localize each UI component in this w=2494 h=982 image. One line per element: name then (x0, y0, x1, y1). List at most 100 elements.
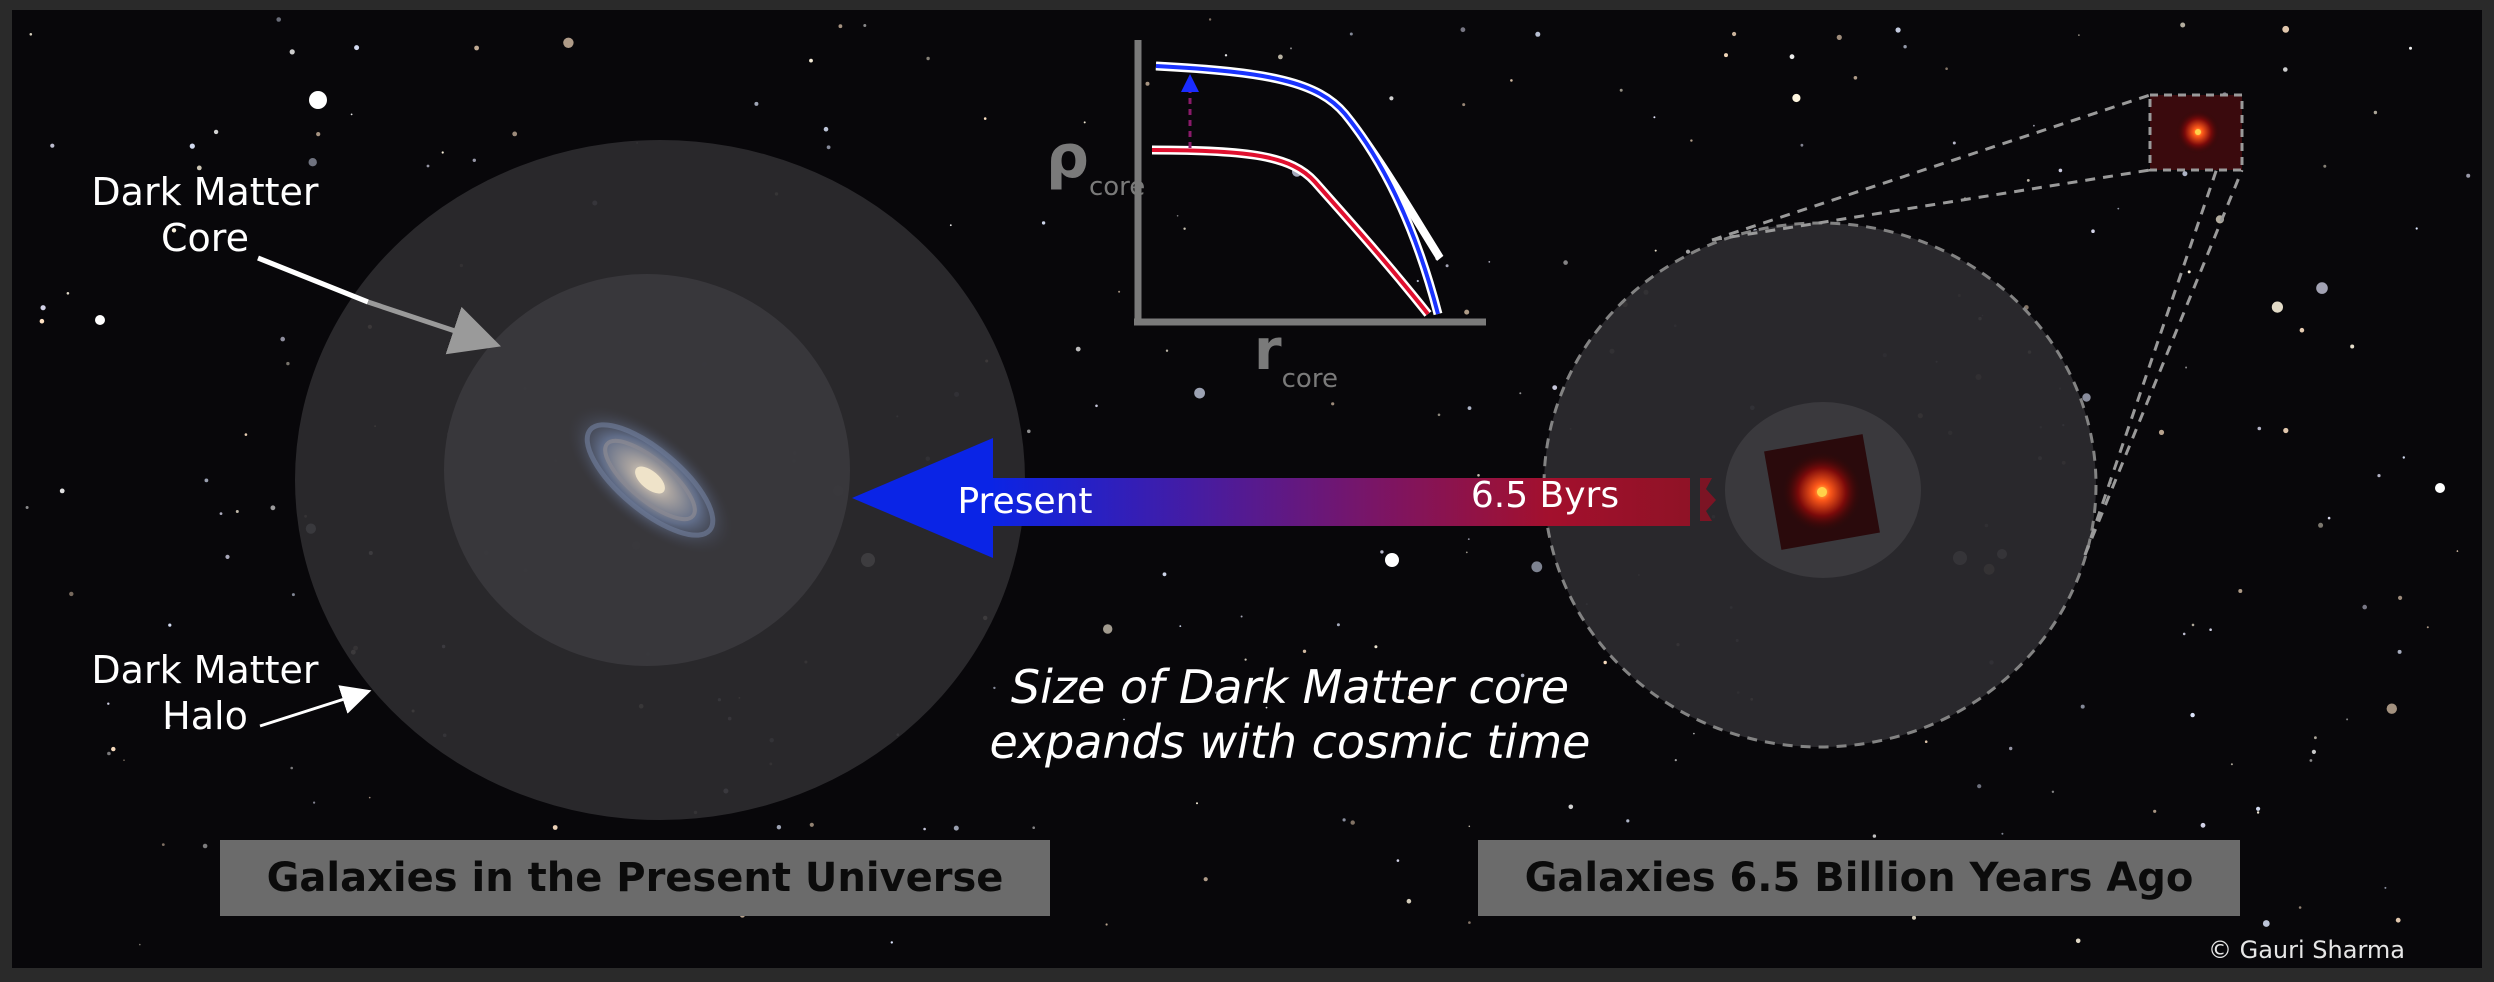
star (1244, 658, 1247, 661)
core-growth-arrowhead (1181, 74, 1199, 92)
star (29, 33, 33, 36)
star (2327, 516, 2331, 520)
star (2051, 790, 2055, 793)
zoomed-past-galaxy-inset (2148, 93, 2244, 172)
star (2082, 393, 2091, 402)
star (1380, 550, 1384, 554)
star (204, 478, 209, 483)
star (1374, 645, 1378, 649)
star (2185, 366, 2188, 369)
star (1214, 691, 1218, 694)
bright-star (95, 315, 105, 325)
star (107, 702, 110, 705)
star (776, 825, 782, 830)
star (1510, 79, 1513, 82)
star (1977, 784, 1982, 789)
star (219, 512, 223, 515)
star (1183, 227, 1186, 230)
star (2180, 22, 2186, 28)
star (40, 305, 46, 311)
star (2190, 712, 2195, 718)
star (1552, 385, 1558, 390)
star (168, 724, 171, 727)
lookback-time-label: 6.5 Byrs (1470, 475, 1620, 516)
star (1619, 88, 1623, 92)
star (1924, 740, 1928, 743)
star (1278, 54, 1283, 60)
star (1519, 392, 1522, 395)
star (2311, 749, 2316, 755)
star (290, 766, 294, 770)
star (1123, 718, 1125, 721)
star (1208, 18, 1212, 21)
star (1342, 818, 1346, 822)
star (1468, 825, 1471, 828)
star (2256, 806, 2261, 811)
star (25, 506, 29, 509)
star (286, 361, 290, 366)
star (1406, 898, 1412, 904)
star (1249, 679, 1252, 682)
star (1083, 121, 1086, 124)
star (2283, 427, 2289, 434)
star (2209, 628, 2212, 631)
star (426, 164, 430, 168)
star (1520, 673, 1525, 678)
star (1448, 747, 1453, 752)
star (1477, 474, 1480, 477)
star (1336, 623, 1340, 627)
star (308, 158, 317, 167)
star (1568, 804, 1574, 810)
star (171, 228, 177, 233)
present-spiral-galaxy (567, 406, 733, 554)
star (1349, 32, 1353, 36)
star (368, 796, 371, 799)
star (993, 686, 996, 690)
star (1041, 221, 1046, 225)
star (2001, 832, 2004, 835)
star (1674, 759, 1677, 762)
star (1488, 261, 1491, 263)
star (313, 801, 316, 804)
star (2314, 736, 2317, 740)
star (2397, 649, 2402, 654)
star (2346, 718, 2349, 721)
star (354, 45, 360, 51)
star (213, 129, 219, 135)
star (2395, 917, 2401, 923)
star (563, 37, 574, 48)
star (1103, 624, 1113, 634)
star (823, 126, 829, 132)
star (2182, 171, 2188, 177)
star (50, 143, 55, 148)
star (953, 825, 959, 831)
star (1075, 346, 1081, 352)
star (1535, 31, 1541, 37)
star (2377, 474, 2381, 478)
star (1165, 349, 1169, 352)
star (2318, 522, 2324, 528)
star (923, 827, 926, 831)
star (270, 505, 276, 511)
star (289, 49, 295, 55)
star (69, 591, 74, 597)
star (1895, 27, 1901, 33)
dark-matter-core-label: Dark Matter Core (91, 170, 319, 260)
star (1836, 34, 1842, 41)
star (235, 510, 239, 513)
plot-x-axis-label: rcore (1254, 318, 1338, 394)
halo-pointer-arrow (259, 685, 372, 728)
star (1445, 264, 1449, 268)
star (1290, 47, 1292, 50)
star (1945, 67, 1948, 70)
star (2316, 282, 2328, 294)
star (863, 24, 867, 27)
star (168, 623, 172, 627)
star (2386, 703, 2397, 714)
star (2299, 327, 2305, 333)
star (1176, 215, 1179, 217)
dark-matter-halo-label: Dark Matter Halo (91, 648, 319, 738)
star (2238, 589, 2243, 593)
star (139, 943, 141, 946)
